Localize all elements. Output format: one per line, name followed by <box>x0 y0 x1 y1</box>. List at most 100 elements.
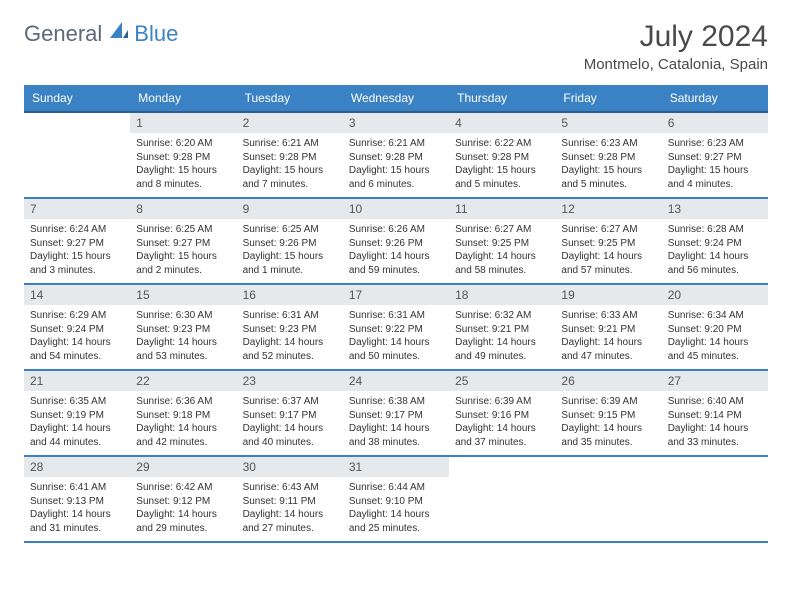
calendar-cell: 2Sunrise: 6:21 AMSunset: 9:28 PMDaylight… <box>237 112 343 198</box>
day-number: 18 <box>449 285 555 305</box>
day-number: 16 <box>237 285 343 305</box>
calendar-table: Sunday Monday Tuesday Wednesday Thursday… <box>24 85 768 543</box>
day-details: Sunrise: 6:30 AMSunset: 9:23 PMDaylight:… <box>130 305 236 369</box>
calendar-cell: 3Sunrise: 6:21 AMSunset: 9:28 PMDaylight… <box>343 112 449 198</box>
day-number: 21 <box>24 371 130 391</box>
calendar-cell: 17Sunrise: 6:31 AMSunset: 9:22 PMDayligh… <box>343 284 449 370</box>
calendar-row: 21Sunrise: 6:35 AMSunset: 9:19 PMDayligh… <box>24 370 768 456</box>
day-number: 15 <box>130 285 236 305</box>
day-number: 17 <box>343 285 449 305</box>
day-details: Sunrise: 6:31 AMSunset: 9:23 PMDaylight:… <box>237 305 343 369</box>
day-details: Sunrise: 6:26 AMSunset: 9:26 PMDaylight:… <box>343 219 449 283</box>
day-number: 7 <box>24 199 130 219</box>
day-details: Sunrise: 6:23 AMSunset: 9:27 PMDaylight:… <box>662 133 768 197</box>
weekday-header-row: Sunday Monday Tuesday Wednesday Thursday… <box>24 85 768 112</box>
day-number: 23 <box>237 371 343 391</box>
title-block: July 2024 Montmelo, Catalonia, Spain <box>584 20 768 73</box>
location-text: Montmelo, Catalonia, Spain <box>584 56 768 73</box>
day-number: 13 <box>662 199 768 219</box>
day-number: 6 <box>662 113 768 133</box>
day-number: 3 <box>343 113 449 133</box>
day-details: Sunrise: 6:27 AMSunset: 9:25 PMDaylight:… <box>449 219 555 283</box>
calendar-cell: 13Sunrise: 6:28 AMSunset: 9:24 PMDayligh… <box>662 198 768 284</box>
calendar-cell: 9Sunrise: 6:25 AMSunset: 9:26 PMDaylight… <box>237 198 343 284</box>
calendar-cell: 5Sunrise: 6:23 AMSunset: 9:28 PMDaylight… <box>555 112 661 198</box>
calendar-row: 7Sunrise: 6:24 AMSunset: 9:27 PMDaylight… <box>24 198 768 284</box>
calendar-cell <box>662 456 768 542</box>
weekday-header: Thursday <box>449 85 555 112</box>
calendar-cell <box>449 456 555 542</box>
day-details: Sunrise: 6:39 AMSunset: 9:15 PMDaylight:… <box>555 391 661 455</box>
weekday-header: Monday <box>130 85 236 112</box>
day-details: Sunrise: 6:38 AMSunset: 9:17 PMDaylight:… <box>343 391 449 455</box>
calendar-cell: 27Sunrise: 6:40 AMSunset: 9:14 PMDayligh… <box>662 370 768 456</box>
day-details: Sunrise: 6:37 AMSunset: 9:17 PMDaylight:… <box>237 391 343 455</box>
calendar-cell: 6Sunrise: 6:23 AMSunset: 9:27 PMDaylight… <box>662 112 768 198</box>
calendar-cell <box>24 112 130 198</box>
logo-sail-icon <box>108 20 130 47</box>
weekday-header: Wednesday <box>343 85 449 112</box>
day-details: Sunrise: 6:35 AMSunset: 9:19 PMDaylight:… <box>24 391 130 455</box>
day-number: 11 <box>449 199 555 219</box>
calendar-cell: 14Sunrise: 6:29 AMSunset: 9:24 PMDayligh… <box>24 284 130 370</box>
day-number: 20 <box>662 285 768 305</box>
calendar-cell: 11Sunrise: 6:27 AMSunset: 9:25 PMDayligh… <box>449 198 555 284</box>
day-number: 19 <box>555 285 661 305</box>
day-details: Sunrise: 6:41 AMSunset: 9:13 PMDaylight:… <box>24 477 130 541</box>
weekday-header: Tuesday <box>237 85 343 112</box>
day-number: 12 <box>555 199 661 219</box>
day-details: Sunrise: 6:22 AMSunset: 9:28 PMDaylight:… <box>449 133 555 197</box>
calendar-cell: 1Sunrise: 6:20 AMSunset: 9:28 PMDaylight… <box>130 112 236 198</box>
weekday-header: Friday <box>555 85 661 112</box>
day-number: 1 <box>130 113 236 133</box>
day-details: Sunrise: 6:32 AMSunset: 9:21 PMDaylight:… <box>449 305 555 369</box>
day-details: Sunrise: 6:39 AMSunset: 9:16 PMDaylight:… <box>449 391 555 455</box>
logo: General Blue <box>24 20 178 47</box>
calendar-row: 14Sunrise: 6:29 AMSunset: 9:24 PMDayligh… <box>24 284 768 370</box>
day-number: 31 <box>343 457 449 477</box>
calendar-row: 1Sunrise: 6:20 AMSunset: 9:28 PMDaylight… <box>24 112 768 198</box>
day-number: 4 <box>449 113 555 133</box>
day-number: 10 <box>343 199 449 219</box>
calendar-row: 28Sunrise: 6:41 AMSunset: 9:13 PMDayligh… <box>24 456 768 542</box>
logo-text-general: General <box>24 21 102 47</box>
weekday-header: Sunday <box>24 85 130 112</box>
day-number: 22 <box>130 371 236 391</box>
day-details: Sunrise: 6:40 AMSunset: 9:14 PMDaylight:… <box>662 391 768 455</box>
day-details: Sunrise: 6:21 AMSunset: 9:28 PMDaylight:… <box>237 133 343 197</box>
day-details: Sunrise: 6:43 AMSunset: 9:11 PMDaylight:… <box>237 477 343 541</box>
calendar-cell: 29Sunrise: 6:42 AMSunset: 9:12 PMDayligh… <box>130 456 236 542</box>
calendar-cell: 8Sunrise: 6:25 AMSunset: 9:27 PMDaylight… <box>130 198 236 284</box>
day-number: 8 <box>130 199 236 219</box>
day-details: Sunrise: 6:24 AMSunset: 9:27 PMDaylight:… <box>24 219 130 283</box>
calendar-cell <box>555 456 661 542</box>
calendar-cell: 31Sunrise: 6:44 AMSunset: 9:10 PMDayligh… <box>343 456 449 542</box>
day-details: Sunrise: 6:25 AMSunset: 9:26 PMDaylight:… <box>237 219 343 283</box>
weekday-header: Saturday <box>662 85 768 112</box>
day-number: 5 <box>555 113 661 133</box>
calendar-cell: 26Sunrise: 6:39 AMSunset: 9:15 PMDayligh… <box>555 370 661 456</box>
day-number: 29 <box>130 457 236 477</box>
calendar-cell: 15Sunrise: 6:30 AMSunset: 9:23 PMDayligh… <box>130 284 236 370</box>
day-number: 25 <box>449 371 555 391</box>
day-details: Sunrise: 6:34 AMSunset: 9:20 PMDaylight:… <box>662 305 768 369</box>
day-details: Sunrise: 6:21 AMSunset: 9:28 PMDaylight:… <box>343 133 449 197</box>
day-number: 14 <box>24 285 130 305</box>
day-details: Sunrise: 6:29 AMSunset: 9:24 PMDaylight:… <box>24 305 130 369</box>
logo-text-blue: Blue <box>134 21 178 47</box>
calendar-cell: 19Sunrise: 6:33 AMSunset: 9:21 PMDayligh… <box>555 284 661 370</box>
day-number: 27 <box>662 371 768 391</box>
calendar-cell: 20Sunrise: 6:34 AMSunset: 9:20 PMDayligh… <box>662 284 768 370</box>
day-details: Sunrise: 6:23 AMSunset: 9:28 PMDaylight:… <box>555 133 661 197</box>
day-number: 26 <box>555 371 661 391</box>
calendar-cell: 25Sunrise: 6:39 AMSunset: 9:16 PMDayligh… <box>449 370 555 456</box>
calendar-cell: 30Sunrise: 6:43 AMSunset: 9:11 PMDayligh… <box>237 456 343 542</box>
calendar-cell: 18Sunrise: 6:32 AMSunset: 9:21 PMDayligh… <box>449 284 555 370</box>
day-details: Sunrise: 6:42 AMSunset: 9:12 PMDaylight:… <box>130 477 236 541</box>
day-number: 30 <box>237 457 343 477</box>
calendar-cell: 4Sunrise: 6:22 AMSunset: 9:28 PMDaylight… <box>449 112 555 198</box>
calendar-cell: 7Sunrise: 6:24 AMSunset: 9:27 PMDaylight… <box>24 198 130 284</box>
day-details: Sunrise: 6:44 AMSunset: 9:10 PMDaylight:… <box>343 477 449 541</box>
day-details: Sunrise: 6:33 AMSunset: 9:21 PMDaylight:… <box>555 305 661 369</box>
day-number: 9 <box>237 199 343 219</box>
